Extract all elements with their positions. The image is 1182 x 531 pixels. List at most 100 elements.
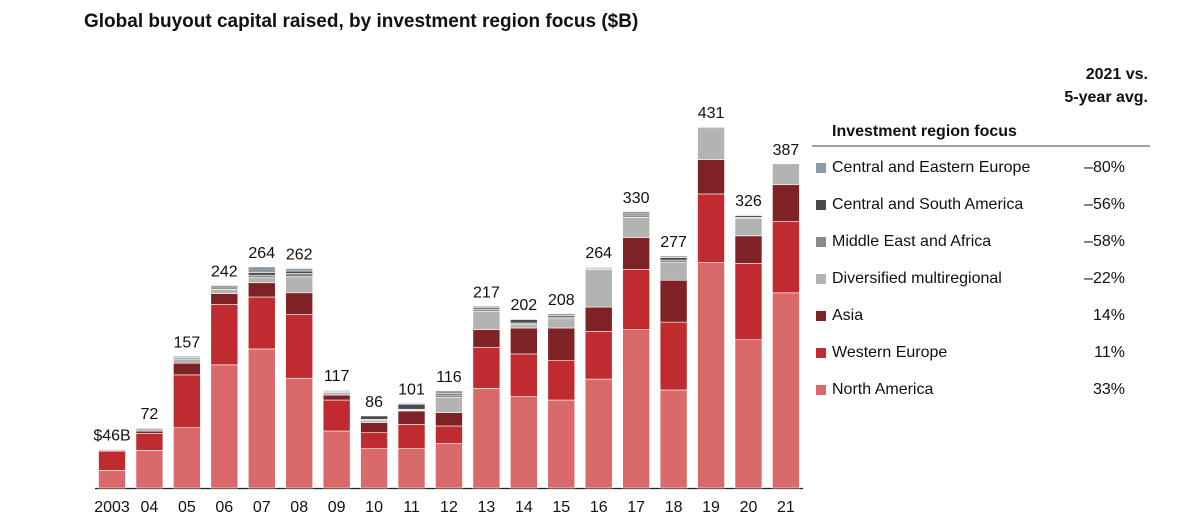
bar-segment — [547, 360, 576, 401]
x-tick-label: 09 — [328, 499, 346, 516]
bar-segment — [659, 279, 688, 323]
x-tick-label: 14 — [515, 499, 533, 516]
bar-segment — [210, 364, 239, 489]
bar-segment — [697, 126, 725, 129]
bar-segment — [659, 389, 688, 489]
bar-segment — [98, 450, 126, 471]
legend-swatch — [816, 200, 826, 210]
change-header: 2021 vs. — [1086, 66, 1148, 83]
bar-segment — [435, 443, 463, 489]
bar-segment — [360, 419, 388, 423]
bar-segment — [322, 399, 351, 432]
bar-segment — [435, 412, 463, 427]
bar-segment — [285, 276, 314, 294]
bar-segment — [135, 433, 164, 451]
x-tick-label: 21 — [777, 499, 795, 516]
bar-segment — [584, 266, 613, 268]
bar-segment — [472, 310, 501, 330]
bar-segment — [734, 235, 763, 264]
legend-label: Asia — [832, 307, 863, 324]
x-tick-label: 04 — [141, 499, 159, 516]
bar-segment — [135, 449, 164, 489]
legend-label: Central and Eastern Europe — [832, 159, 1030, 176]
bar-segment — [435, 425, 463, 444]
legend-label: Central and South America — [832, 196, 1023, 213]
bar-segment — [697, 262, 725, 489]
legend-swatch — [816, 311, 826, 321]
x-tick-label: 15 — [552, 499, 570, 516]
bar-segment — [584, 306, 613, 332]
bar-segment — [659, 321, 688, 391]
x-tick-label: 10 — [365, 499, 383, 516]
legend-swatch — [816, 274, 826, 284]
bar-segment — [435, 390, 463, 394]
bar-segment — [360, 432, 388, 449]
x-tick-label: 17 — [627, 499, 645, 516]
legend-change: 14% — [1093, 307, 1125, 324]
legend-swatch — [816, 237, 826, 247]
bar-segment — [322, 389, 351, 392]
bar-segment — [247, 266, 276, 273]
x-tick-label: 11 — [403, 499, 420, 516]
x-tick-label: 19 — [702, 499, 720, 516]
total-label: 157 — [174, 335, 201, 352]
bar-segment — [622, 211, 650, 215]
bar-segment — [622, 269, 650, 330]
x-tick-label: 05 — [178, 499, 196, 516]
legend-change: –80% — [1084, 159, 1125, 176]
bar-segment — [510, 396, 538, 489]
x-tick-label: 07 — [253, 499, 271, 516]
bar-segment — [360, 448, 388, 489]
bar-segment — [285, 270, 314, 274]
bar-segment — [772, 221, 800, 294]
bar-segment — [659, 257, 688, 261]
total-label: $46B — [93, 428, 130, 445]
total-label: 208 — [548, 292, 575, 309]
bar-segment — [285, 268, 314, 272]
bar-segment — [247, 348, 276, 489]
legend-label: Diversified multiregional — [832, 270, 1002, 287]
x-tick-label: 06 — [215, 499, 233, 516]
bar-segment — [435, 397, 463, 413]
bar-segment — [135, 427, 164, 429]
bar-segment — [322, 392, 351, 396]
bar-segment — [397, 424, 426, 449]
legend-label: Western Europe — [832, 344, 947, 361]
legend-change: –22% — [1084, 270, 1125, 287]
bar-segment — [510, 327, 538, 355]
bar-segment — [697, 193, 725, 263]
x-tick-label: 16 — [590, 499, 608, 516]
bar-segment — [734, 217, 763, 237]
bar-segment — [285, 377, 314, 489]
bar-segment — [210, 293, 239, 305]
bar-segment — [734, 339, 763, 489]
bar-segment — [622, 237, 650, 270]
total-label: 431 — [698, 105, 725, 122]
change-header: 5-year avg. — [1064, 89, 1148, 106]
bar-segment — [772, 292, 800, 489]
bar-segment — [210, 304, 239, 366]
bar-segment — [659, 259, 688, 263]
bar-segment — [772, 163, 800, 186]
bar-segment — [98, 449, 126, 451]
total-label: 217 — [473, 284, 500, 301]
bar-segment — [247, 272, 276, 276]
legend-label: North America — [832, 381, 933, 398]
bar-segment — [247, 296, 276, 350]
bar-segment — [397, 403, 426, 405]
total-label: 101 — [398, 382, 425, 399]
bar-segment — [547, 313, 576, 316]
chart-title: Global buyout capital raised, by investm… — [84, 11, 638, 32]
bar-segment — [510, 353, 538, 397]
total-label: 387 — [773, 142, 800, 159]
total-label: 242 — [211, 263, 238, 280]
bar-segment — [247, 274, 276, 279]
legend-swatch — [816, 163, 826, 173]
total-label: 277 — [660, 234, 687, 251]
bar-segment — [547, 318, 576, 329]
x-tick-label: 2003 — [94, 499, 130, 516]
bar-segment — [322, 394, 351, 401]
legend-swatch — [816, 385, 826, 395]
bar-segment — [734, 214, 763, 217]
